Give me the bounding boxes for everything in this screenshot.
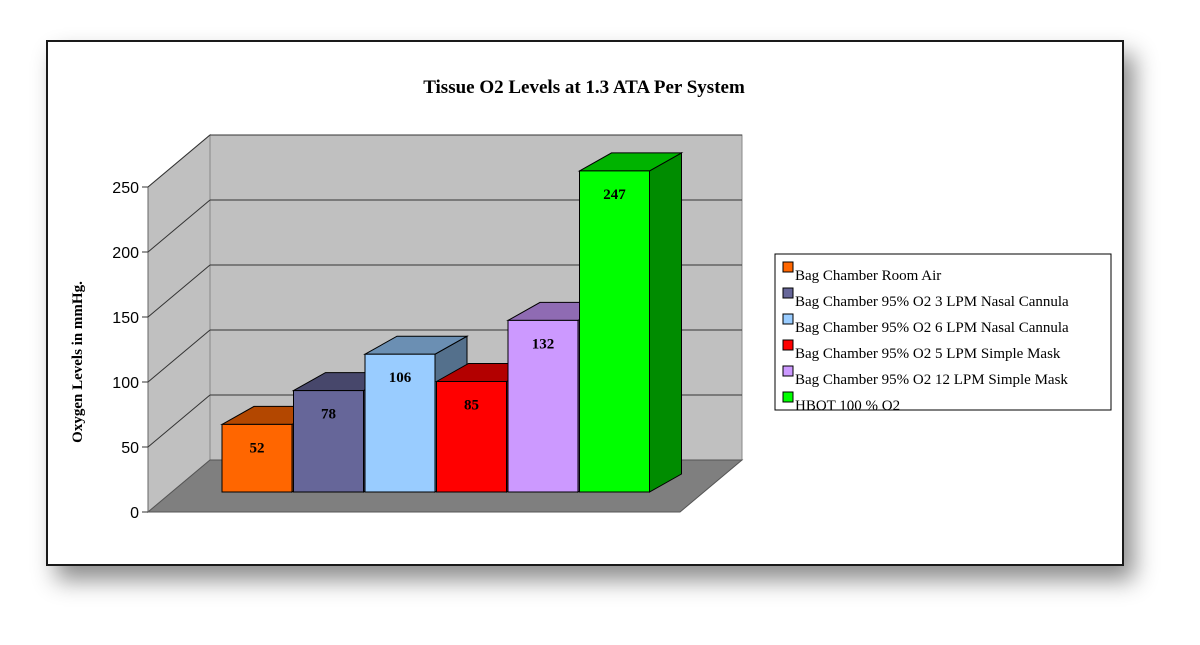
legend: Bag Chamber Room Air Bag Chamber 95% O2 3…: [774, 253, 1112, 414]
bar: [579, 170, 650, 493]
bar: [293, 390, 364, 493]
gridline-side: [147, 394, 211, 448]
gridline-side: [147, 264, 211, 318]
legend-swatch: [782, 313, 794, 325]
y-tick-label: 0: [130, 505, 139, 522]
legend-box: [774, 253, 1112, 411]
legend-label: Bag Chamber Room Air: [795, 268, 941, 284]
y-tick-label: 100: [112, 375, 139, 392]
y-tick-label: 150: [112, 310, 139, 327]
y-axis-label: Oxygen Levels in mmHg.: [70, 281, 86, 443]
data-label: 106: [389, 370, 412, 386]
data-label: 247: [603, 187, 626, 203]
legend-swatch: [782, 339, 794, 351]
chart-frame: Tissue O2 Levels at 1.3 ATA Per System O…: [46, 40, 1124, 566]
bar: [364, 353, 436, 493]
bar: [221, 423, 293, 493]
bars: 52 78 106 85 132 247: [220, 152, 684, 493]
gridline-side: [147, 134, 211, 188]
chart-title: Tissue O2 Levels at 1.3 ATA Per System: [423, 77, 745, 98]
legend-swatch: [782, 261, 794, 273]
data-label: 78: [321, 407, 336, 423]
bar-side: [649, 152, 682, 493]
legend-label: Bag Chamber 95% O2 12 LPM Simple Mask: [795, 372, 1068, 388]
legend-swatch: [782, 365, 794, 377]
bar-group: 247: [577, 152, 684, 493]
y-axis-ticks: 0 50 100 150 200 250: [112, 180, 148, 522]
data-label: 52: [250, 440, 265, 456]
legend-label: Bag Chamber 95% O2 3 LPM Nasal Cannula: [795, 294, 1069, 310]
legend-swatch: [782, 287, 794, 299]
gridline-side: [147, 329, 211, 383]
legend-label: Bag Chamber 95% O2 6 LPM Nasal Cannula: [795, 320, 1069, 336]
legend-label: Bag Chamber 95% O2 5 LPM Simple Mask: [795, 346, 1061, 362]
side-wall: [147, 133, 211, 514]
y-tick-label: 50: [121, 440, 139, 457]
chart-svg: Tissue O2 Levels at 1.3 ATA Per System O…: [70, 77, 1112, 522]
legend-swatch: [782, 391, 794, 403]
y-tick-label: 200: [112, 245, 139, 262]
gridline-side: [147, 199, 211, 253]
legend-label: HBOT 100 % O2: [795, 398, 900, 414]
bar: [436, 381, 507, 493]
data-label: 85: [464, 398, 479, 414]
data-label: 132: [532, 336, 555, 352]
bar: [507, 319, 579, 493]
y-tick-label: 250: [112, 180, 139, 197]
